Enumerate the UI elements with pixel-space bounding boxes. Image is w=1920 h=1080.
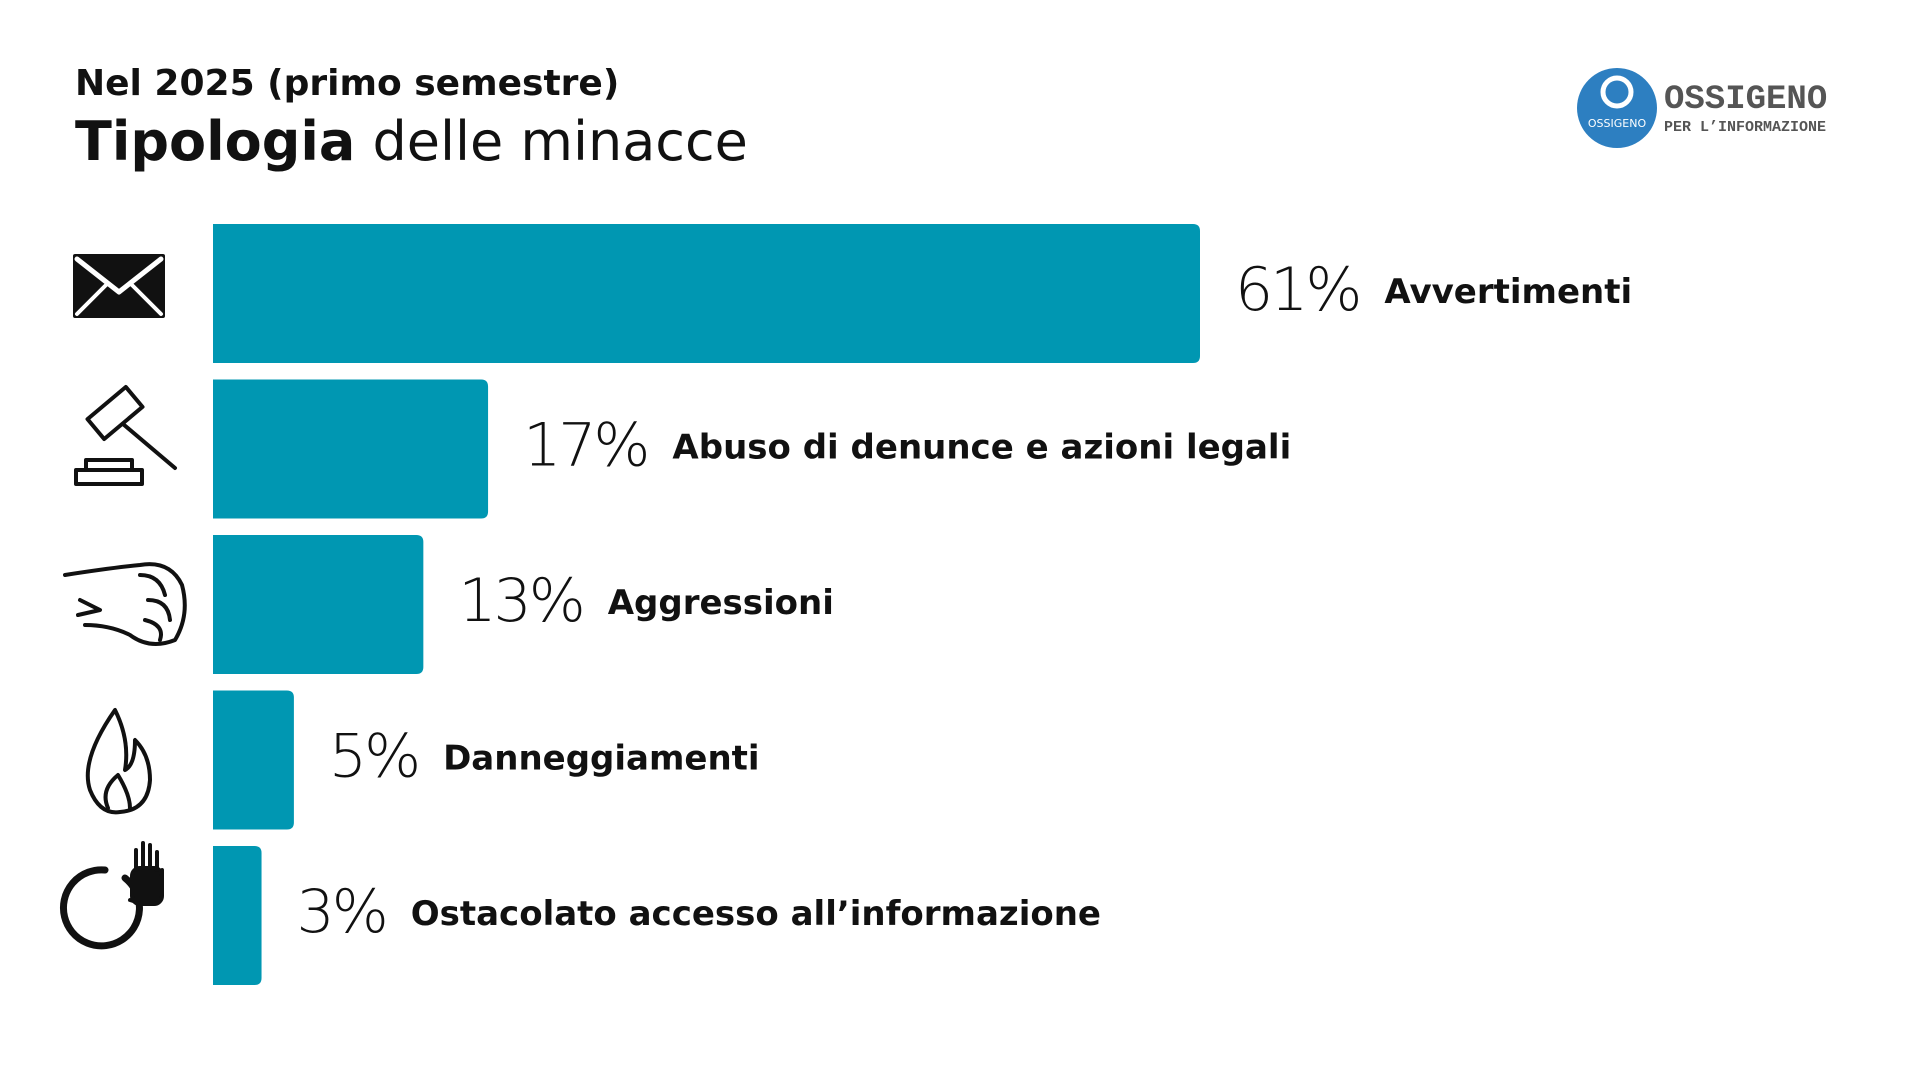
gavel-icon <box>74 384 177 486</box>
category-label: Aggressioni <box>608 583 834 623</box>
logo: OSSIGENO OSSIGENO PER L’INFORMAZIONE <box>1577 68 1827 148</box>
category-label: Avvertimenti <box>1384 272 1632 312</box>
bar <box>213 379 489 519</box>
hand-icon <box>60 841 164 950</box>
bar <box>213 535 424 674</box>
logo-badge-text: OSSIGENO <box>1588 117 1647 130</box>
chart-title-bold: Tipologia <box>75 110 355 173</box>
value-label: 13% <box>458 566 582 636</box>
logo-ring <box>1600 75 1634 109</box>
value-label: 61% <box>1235 255 1359 325</box>
value-label: 17% <box>523 411 647 481</box>
bar <box>213 224 1200 363</box>
fist-icon <box>63 562 187 646</box>
category-label: Ostacolato accesso all’informazione <box>411 894 1101 934</box>
value-label: 3% <box>297 877 386 947</box>
chart-title-regular: delle minacce <box>372 110 747 173</box>
bar <box>213 846 262 985</box>
chart-title: Tipologia delle minacce <box>75 110 748 173</box>
logo-name: OSSIGENO <box>1664 81 1827 119</box>
flame-icon <box>85 708 152 815</box>
chart-subtitle: Nel 2025 (primo semestre) <box>75 63 619 104</box>
bar <box>213 690 294 830</box>
envelope-icon <box>73 254 165 318</box>
category-label: Abuso di denunce e azioni legali <box>672 428 1291 468</box>
logo-tagline: PER L’INFORMAZIONE <box>1664 119 1826 136</box>
value-label: 5% <box>329 722 418 792</box>
category-label: Danneggiamenti <box>443 739 760 779</box>
